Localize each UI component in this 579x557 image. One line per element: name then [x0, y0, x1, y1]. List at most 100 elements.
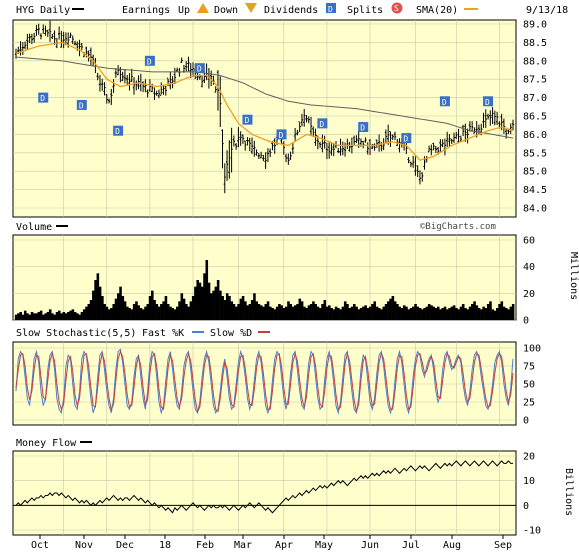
volume-bar	[255, 301, 258, 320]
volume-tick-label: 40	[523, 262, 535, 273]
volume-bar	[139, 308, 143, 320]
volume-bar	[362, 306, 365, 320]
volume-bar	[53, 314, 57, 320]
volume-bar	[128, 308, 131, 320]
volume-bar	[271, 308, 274, 320]
dividend-marker-letter: D	[244, 116, 249, 125]
dividend-marker-icon	[144, 55, 155, 66]
volume-bar	[364, 305, 367, 320]
x-tick-label: Dec	[116, 540, 134, 551]
earnings-down-icon	[245, 3, 257, 13]
x-tick-label: Feb	[196, 540, 214, 551]
earnings-up-icon	[197, 3, 209, 13]
volume-bar	[196, 280, 199, 320]
volume-bar	[42, 314, 45, 320]
volume-bar	[382, 306, 386, 320]
volume-bar	[173, 309, 177, 320]
volume-bar	[94, 280, 97, 320]
moneyflow-title: Money Flow	[16, 438, 77, 449]
volume-bar	[334, 306, 338, 320]
volume-bar	[486, 304, 490, 320]
volume-bar	[430, 305, 433, 320]
volume-bar	[221, 296, 224, 320]
volume-bar	[450, 306, 454, 320]
price-tick-label: 88.5	[523, 38, 547, 49]
volume-bar	[425, 306, 429, 320]
volume-bar	[337, 308, 340, 320]
dividend-marker-letter: D	[403, 135, 408, 144]
volume-bar	[303, 306, 306, 320]
x-tick-label: 18	[159, 540, 171, 551]
volume-bar	[509, 306, 513, 320]
volume-bar	[443, 306, 447, 320]
volume-bar	[69, 310, 72, 320]
dividend-marker-letter: D	[147, 57, 152, 66]
volume-bar	[482, 306, 485, 320]
volume-bar	[400, 308, 404, 320]
volume-bar	[348, 308, 352, 320]
volume-bar	[87, 304, 91, 320]
volume-bar	[312, 301, 315, 320]
price-tick-label: 88.0	[523, 56, 547, 67]
volume-bar	[105, 306, 109, 320]
volume-bar	[416, 306, 420, 320]
volume-bar	[353, 304, 356, 320]
volume-bar	[366, 308, 370, 320]
stochastic-title: Slow Stochastic(5,5)	[16, 328, 136, 339]
volume-bar	[457, 309, 460, 320]
volume-bar	[282, 308, 286, 320]
volume-bar	[359, 308, 363, 320]
volume-bar	[14, 314, 18, 320]
volume-title: Volume	[16, 222, 52, 233]
price-tick-label: 85.5	[523, 148, 547, 159]
volume-bar	[407, 309, 411, 320]
price-tick-label: 89.0	[523, 20, 547, 31]
dividend-marker-letter: D	[442, 98, 447, 107]
x-tick-label: Sep	[494, 540, 512, 551]
fast-k-label: Fast %K	[142, 328, 184, 339]
volume-unit-label: Millions	[568, 252, 579, 300]
volume-bar	[396, 304, 399, 320]
volume-bar	[473, 301, 476, 320]
volume-bar	[46, 312, 50, 320]
price-tick-label: 87.0	[523, 93, 547, 104]
volume-bar	[182, 298, 186, 320]
x-tick-label: May	[315, 540, 333, 551]
volume-bar	[71, 309, 75, 320]
volume-bar	[309, 304, 313, 320]
stochastic-tick-label: 75	[523, 362, 535, 373]
watermark: ©BigCharts.com	[420, 222, 496, 232]
volume-bar	[194, 286, 197, 320]
volume-bar	[291, 306, 295, 320]
volume-bar	[101, 296, 104, 320]
volume-bar	[203, 273, 206, 320]
volume-bar	[82, 309, 86, 320]
volume-bar	[257, 304, 261, 320]
earnings-up-label: Up	[178, 5, 190, 16]
volume-bar	[37, 312, 41, 320]
volume-bar	[85, 306, 88, 320]
dividend-marker-icon	[76, 99, 87, 110]
volume-bar	[116, 293, 120, 320]
volume-bar	[189, 301, 193, 320]
dividend-marker-letter: D	[40, 94, 45, 103]
volume-bar	[409, 308, 413, 320]
volume-bar	[169, 306, 172, 320]
sma-label: SMA(20)	[416, 5, 458, 16]
volume-bar	[300, 301, 304, 320]
volume-bar	[343, 301, 347, 320]
volume-bar	[253, 293, 256, 320]
volume-bar	[67, 312, 70, 320]
volume-bar	[112, 304, 116, 320]
volume-bar	[121, 296, 125, 320]
volume-bar	[30, 312, 34, 320]
price-tick-label: 84.5	[523, 185, 547, 196]
volume-bar	[391, 296, 395, 320]
volume-bar	[244, 301, 247, 320]
fast-k-line	[15, 348, 514, 415]
split-legend-icon	[391, 2, 403, 14]
volume-bar	[130, 309, 134, 320]
moneyflow-panel	[12, 450, 517, 536]
volume-bar	[210, 293, 213, 320]
volume-bar	[153, 300, 156, 320]
